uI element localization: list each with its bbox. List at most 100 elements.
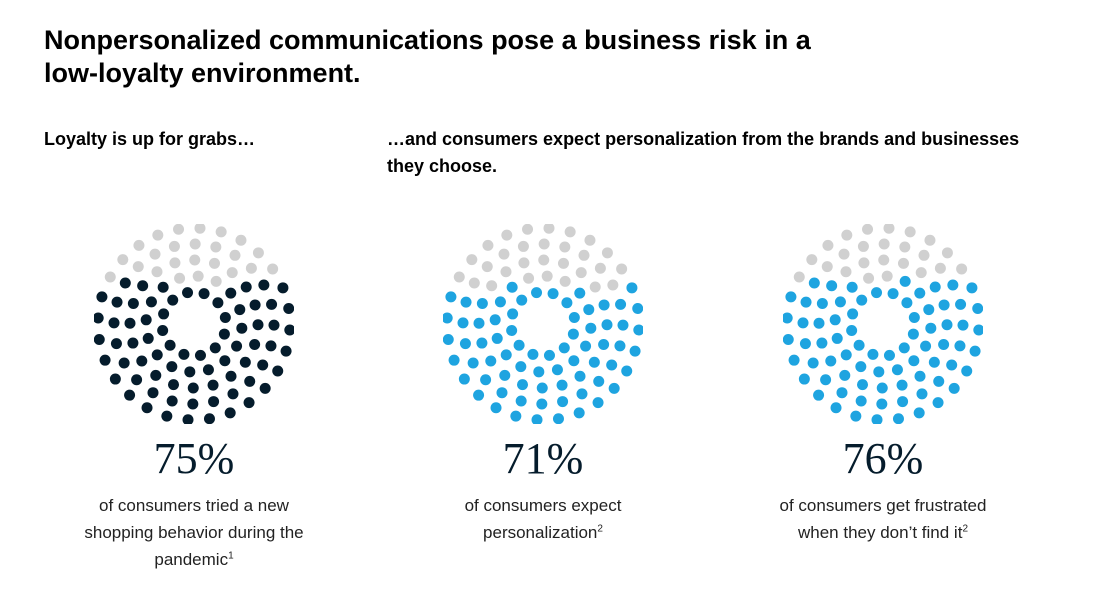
empty-dot xyxy=(117,254,129,266)
empty-dot xyxy=(899,241,911,253)
filled-dot xyxy=(457,317,469,329)
filled-dot xyxy=(127,298,139,310)
filled-dot xyxy=(145,296,157,308)
filled-dot xyxy=(914,370,926,382)
filled-dot xyxy=(118,357,130,369)
filled-dot xyxy=(127,337,139,349)
empty-dot xyxy=(543,224,555,234)
empty-dot xyxy=(267,263,279,275)
empty-dot xyxy=(616,263,628,275)
filled-dot xyxy=(626,282,638,294)
filled-dot xyxy=(543,349,555,361)
filled-dot xyxy=(224,407,236,419)
empty-dot xyxy=(500,266,512,278)
filled-dot xyxy=(887,288,899,300)
filled-dot xyxy=(167,294,179,306)
empty-dot xyxy=(956,263,968,275)
filled-dot xyxy=(846,324,858,336)
filled-dot xyxy=(853,339,865,351)
filled-dot xyxy=(527,348,539,360)
filled-dot xyxy=(938,299,950,311)
filled-dot xyxy=(955,298,967,310)
filled-dot xyxy=(916,388,928,400)
dot-matrix-chart xyxy=(94,224,294,424)
filled-dot xyxy=(813,317,825,329)
filled-dot xyxy=(277,282,289,294)
filled-dot xyxy=(225,370,237,382)
empty-dot xyxy=(858,257,870,269)
filled-dot xyxy=(816,298,828,310)
filled-dot xyxy=(836,387,848,399)
filled-dot xyxy=(820,374,832,386)
filled-dot xyxy=(531,287,543,299)
filled-dot xyxy=(109,373,121,385)
filled-dot xyxy=(797,317,809,329)
filled-dot xyxy=(258,279,270,291)
filled-dot xyxy=(119,277,131,289)
filled-dot xyxy=(161,410,173,422)
filled-dot xyxy=(928,356,940,368)
filled-dot xyxy=(203,413,215,424)
filled-dot xyxy=(142,332,154,344)
empty-dot xyxy=(915,267,927,279)
filled-dot xyxy=(561,297,573,309)
filled-dot xyxy=(834,296,846,308)
filled-dot xyxy=(459,338,471,350)
filled-dot xyxy=(265,340,277,352)
filled-dot xyxy=(259,382,271,394)
filled-dot xyxy=(873,366,885,378)
filled-dot xyxy=(593,375,605,387)
filled-dot xyxy=(857,379,869,391)
empty-dot xyxy=(924,234,936,246)
filled-dot xyxy=(830,402,842,414)
filled-dot xyxy=(846,281,858,293)
empty-dot xyxy=(822,239,834,251)
empty-dot xyxy=(133,239,145,251)
filled-dot xyxy=(231,340,243,352)
empty-dot xyxy=(841,229,853,241)
filled-dot xyxy=(585,322,597,334)
empty-dot xyxy=(538,238,550,250)
filled-dot xyxy=(516,294,528,306)
stat-caption: of consumers tried a new shopping behavi… xyxy=(79,492,309,573)
empty-dot xyxy=(215,226,227,238)
filled-dot xyxy=(212,297,224,309)
filled-dot xyxy=(244,375,256,387)
empty-dot xyxy=(575,267,587,279)
filled-dot xyxy=(972,303,983,315)
empty-dot xyxy=(523,272,535,284)
filled-dot xyxy=(236,322,248,334)
filled-dot xyxy=(96,291,108,303)
filled-dot xyxy=(202,364,214,376)
filled-dot xyxy=(629,345,641,357)
filled-dot xyxy=(166,395,178,407)
stat-caption: of consumers get frustrated when they do… xyxy=(758,492,1008,546)
filled-dot xyxy=(908,355,920,367)
empty-dot xyxy=(594,262,606,274)
empty-dot xyxy=(498,248,510,260)
filled-dot xyxy=(473,389,485,401)
filled-dot xyxy=(507,308,519,320)
filled-dot xyxy=(923,304,935,316)
stat-panel-tried-new-behavior: 75% of consumers tried a new shopping be… xyxy=(44,224,344,573)
filled-dot xyxy=(813,389,825,401)
empty-dot xyxy=(883,224,895,234)
empty-dot xyxy=(863,272,875,284)
empty-dot xyxy=(132,261,144,273)
footnote-marker: 2 xyxy=(597,523,603,535)
filled-dot xyxy=(131,374,143,386)
filled-dot xyxy=(551,364,563,376)
stat-panel-get-frustrated: 76% of consumers get frustrated when the… xyxy=(733,224,1033,546)
empty-dot xyxy=(501,229,513,241)
filled-dot xyxy=(499,369,511,381)
empty-dot xyxy=(226,267,238,279)
filled-dot xyxy=(480,374,492,386)
filled-dot xyxy=(219,312,231,324)
filled-dot xyxy=(954,340,966,352)
filled-dot xyxy=(227,388,239,400)
filled-dot xyxy=(973,324,983,336)
filled-dot xyxy=(617,319,629,331)
filled-dot xyxy=(552,413,564,424)
filled-dot xyxy=(808,277,820,289)
filled-dot xyxy=(150,369,162,381)
